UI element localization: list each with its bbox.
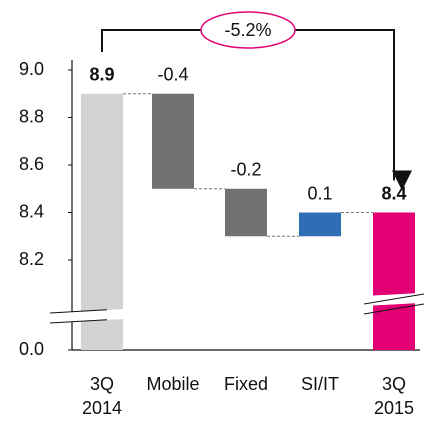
y-tick-label: 0.0 — [19, 339, 44, 359]
value-label: -0.4 — [157, 65, 188, 85]
y-tick-label: 8.4 — [19, 201, 44, 221]
value-label: -0.2 — [230, 160, 261, 180]
annotation-bubble — [200, 11, 296, 49]
bar — [373, 212, 415, 350]
x-tick-label: Fixed — [223, 374, 269, 394]
axis-break — [50, 293, 420, 323]
x-tick-label: Mobile — [146, 374, 200, 394]
bar — [225, 188, 267, 237]
break-line — [49, 319, 108, 324]
bar — [81, 93, 123, 350]
x-tick-label: 3Q 2015 — [373, 374, 415, 418]
value-label: 0.1 — [307, 183, 332, 203]
break-line — [363, 293, 425, 305]
annotation: -5.2% — [224, 20, 271, 40]
break-line — [49, 309, 108, 314]
y-tick-label: 8.2 — [19, 249, 44, 269]
bar — [299, 212, 341, 237]
bar — [152, 93, 194, 189]
break-line — [363, 303, 425, 315]
x-tick-label: SI/IT — [300, 374, 340, 394]
y-tick-label: 9.0 — [19, 59, 44, 79]
value-label: 8.9 — [89, 65, 114, 85]
annotation-arrow — [101, 29, 412, 191]
y-tick-label: 8.8 — [19, 106, 44, 126]
x-tick-label: 3Q 2014 — [81, 374, 123, 418]
y-tick-label: 8.6 — [19, 154, 44, 174]
value-label: 8.4 — [381, 183, 406, 203]
